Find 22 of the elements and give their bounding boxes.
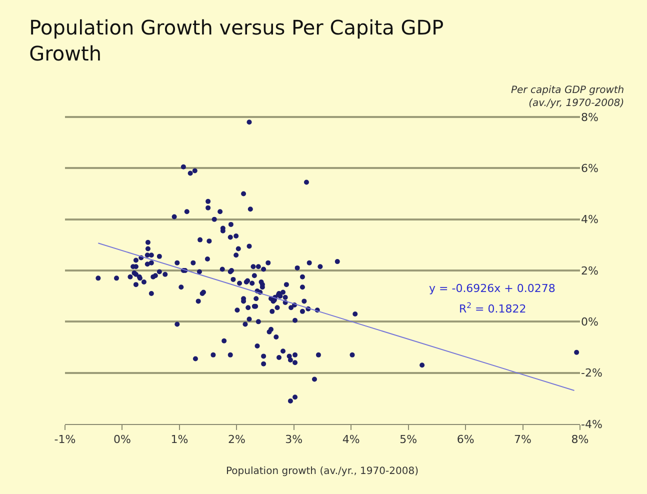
y-tick-label: 4% [581, 213, 598, 226]
annotation: R$^{2}$ = 0.1822 [459, 301, 526, 316]
x-tick-label: 3% [285, 433, 303, 446]
y-tick-label: -4% [581, 418, 602, 431]
y-tick-label: 6% [581, 162, 598, 176]
x-tick-label: 0% [113, 433, 131, 446]
annotation: y = -0.6926x + 0.0278 [429, 282, 556, 295]
x-tick-label: 1% [170, 433, 188, 446]
chart-title: Population Growth versus Per Capita GDP Growth [29, 16, 444, 66]
x-tick-label: 7% [514, 433, 532, 446]
x-tick-label: -1% [54, 433, 76, 446]
x-axis-title: Population growth (av./yr., 1970-2008) [226, 466, 419, 477]
x-tick-label: 6% [456, 433, 474, 446]
y-tick-label: 0% [581, 316, 598, 329]
x-tick-label: 8% [571, 433, 589, 446]
y-axis-title: Per capita GDP growth (av./yr, 1970-2008) [511, 85, 624, 109]
y-tick-label: -2% [581, 366, 602, 380]
y-tick-label: 2% [581, 264, 598, 278]
x-tick-label: 4% [342, 433, 360, 446]
x-tick-label: 5% [400, 433, 418, 446]
x-tick-label: 2% [228, 433, 246, 446]
y-tick-label: 8% [581, 110, 598, 124]
